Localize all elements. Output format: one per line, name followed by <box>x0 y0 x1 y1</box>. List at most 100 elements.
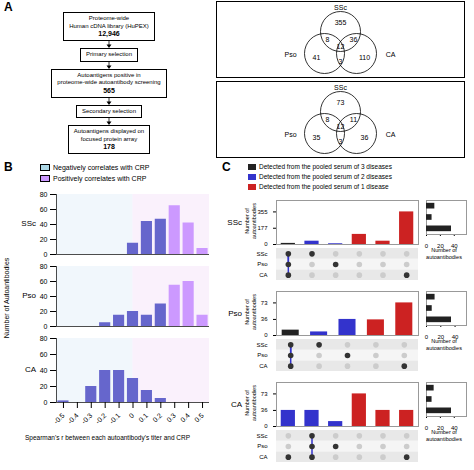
svg-text:20: 20 <box>40 383 48 390</box>
svg-text:SSc: SSc <box>334 84 347 91</box>
svg-text:3: 3 <box>339 58 343 65</box>
svg-text:0: 0 <box>44 399 48 406</box>
html-text:Negatively correlates with CRP: Negatively correlates with CRP <box>53 164 150 171</box>
html-text:Pso: Pso <box>228 309 242 318</box>
svg-text:41: 41 <box>313 54 321 61</box>
html-text:CA: CA <box>230 400 242 409</box>
html-text:Number of autoantibodies: Number of autoantibodies <box>244 203 257 239</box>
svg-text:8: 8 <box>326 36 330 43</box>
html-text:C: C <box>222 160 231 174</box>
svg-text:20: 20 <box>437 333 445 340</box>
svg-text:-0.1: -0.1 <box>108 412 122 426</box>
svg-text:355: 355 <box>257 209 268 215</box>
svg-text:Pso: Pso <box>284 131 296 138</box>
html-text:Pso: Pso <box>22 291 36 300</box>
svg-text:36: 36 <box>261 407 268 413</box>
svg-text:CA: CA <box>259 272 267 278</box>
svg-text:0.2: 0.2 <box>151 412 163 424</box>
svg-text:-0.3: -0.3 <box>80 412 94 426</box>
svg-text:36: 36 <box>350 36 358 43</box>
svg-text:-0.2: -0.2 <box>94 412 108 426</box>
html-text:Secondary selection: Secondary selection <box>82 107 136 114</box>
html-text:Number of Autoantibodies: Number of Autoantibodies <box>3 257 10 339</box>
svg-text:SSc: SSc <box>256 251 267 257</box>
svg-text:Pso: Pso <box>257 443 268 449</box>
svg-text:73: 73 <box>337 99 345 106</box>
svg-text:0: 0 <box>264 423 268 429</box>
svg-text:Pso: Pso <box>257 352 268 358</box>
svg-text:0: 0 <box>425 243 429 249</box>
svg-text:40: 40 <box>450 242 458 249</box>
html-text:Number of autoantibodies: Number of autoantibodies <box>426 338 462 351</box>
svg-text:SSc: SSc <box>256 342 267 348</box>
html-text:CA: CA <box>24 365 36 374</box>
svg-text:36: 36 <box>261 316 268 322</box>
svg-text:SSc: SSc <box>334 4 347 11</box>
svg-text:60: 60 <box>40 351 48 358</box>
svg-text:0.3: 0.3 <box>165 412 177 424</box>
svg-text:0: 0 <box>264 332 268 338</box>
html-text:Detected from the pooled serum: Detected from the pooled serum of 2 dise… <box>259 173 392 180</box>
svg-text:8: 8 <box>326 116 330 123</box>
svg-text:CA: CA <box>259 454 267 460</box>
svg-text:80: 80 <box>40 263 48 270</box>
html-text:SSc: SSc <box>21 219 36 228</box>
svg-text:36: 36 <box>361 134 369 141</box>
svg-text:40: 40 <box>40 221 48 228</box>
html-text:Autoantigens displayed on focu: Autoantigens displayed on focused protei… <box>73 128 145 142</box>
svg-text:12: 12 <box>337 123 345 130</box>
svg-text:-0.5: -0.5 <box>52 412 66 426</box>
svg-text:-0.4: -0.4 <box>66 412 80 426</box>
html-text:B: B <box>4 160 13 174</box>
svg-text:40: 40 <box>40 293 48 300</box>
svg-text:20: 20 <box>40 236 48 243</box>
svg-text:177: 177 <box>257 225 268 231</box>
svg-text:11: 11 <box>350 116 357 123</box>
html-text:Detected from the pooled serum: Detected from the pooled serum of 3 dise… <box>259 163 392 170</box>
svg-text:CA: CA <box>386 131 396 138</box>
html-text:Spearman's r between each auto: Spearman's r between each autoantibody's… <box>25 434 190 441</box>
svg-text:20: 20 <box>437 242 444 249</box>
svg-text:73: 73 <box>261 391 268 397</box>
html-text:A: A <box>4 0 13 14</box>
svg-text:Pso: Pso <box>257 261 268 267</box>
svg-text:355: 355 <box>335 19 347 26</box>
html-text:Positively correlates with CRP: Positively correlates with CRP <box>53 175 147 182</box>
svg-text:0: 0 <box>425 425 429 431</box>
svg-text:40: 40 <box>40 367 48 374</box>
svg-text:0.5: 0.5 <box>193 412 205 424</box>
svg-text:80: 80 <box>40 335 48 342</box>
html-text:12,946: 12,946 <box>98 30 120 37</box>
svg-text:80: 80 <box>40 191 48 198</box>
svg-text:0: 0 <box>44 323 48 330</box>
svg-text:CA: CA <box>386 51 396 58</box>
svg-text:0.4: 0.4 <box>179 412 191 424</box>
html-text:SSc: SSc <box>227 218 242 227</box>
svg-text:0: 0 <box>44 251 48 258</box>
html-text:Number of autoantibodies: Number of autoantibodies <box>426 429 462 442</box>
svg-text:60: 60 <box>40 278 48 285</box>
svg-text:73: 73 <box>261 300 268 306</box>
svg-text:60: 60 <box>40 206 48 213</box>
html-text:178: 178 <box>103 143 115 150</box>
svg-text:0.1: 0.1 <box>137 412 149 424</box>
html-text:Proteome-wide Human cDNA libra: Proteome-wide Human cDNA library (HuPEX) <box>69 15 149 29</box>
html-text:Number of autoantibodies: Number of autoantibodies <box>426 247 462 260</box>
svg-text:12: 12 <box>337 43 345 50</box>
html-text:565: 565 <box>103 86 115 94</box>
html-text:Number of autoantibodies: Number of autoantibodies <box>244 385 257 421</box>
html-text:Detected from the pooled serum: Detected from the pooled serum of 1 dise… <box>259 183 389 190</box>
svg-text:35: 35 <box>313 134 321 141</box>
svg-text:0: 0 <box>264 241 268 247</box>
svg-text:SSc: SSc <box>256 433 267 439</box>
svg-text:0: 0 <box>128 412 136 420</box>
svg-text:20: 20 <box>40 308 48 315</box>
svg-text:CA: CA <box>259 363 267 369</box>
svg-text:3: 3 <box>339 138 343 145</box>
svg-text:40: 40 <box>451 333 459 340</box>
html-text:Number of autoantibodies: Number of autoantibodies <box>244 294 257 330</box>
svg-text:110: 110 <box>359 54 370 61</box>
svg-text:Pso: Pso <box>284 51 296 58</box>
svg-text:0: 0 <box>425 334 429 340</box>
html-text:Autoantigens positive in prote: Autoantigens positive in proteome-wide a… <box>57 71 161 85</box>
